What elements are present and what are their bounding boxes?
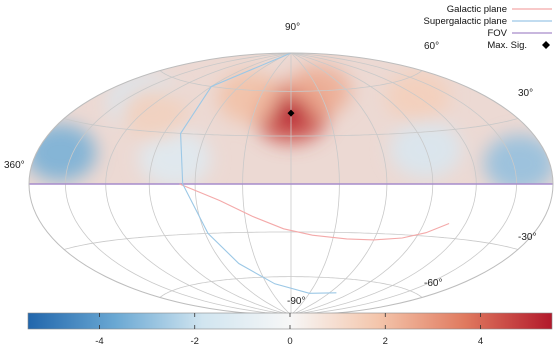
label-lat-neg60: -60° — [424, 278, 442, 289]
max-significance-marker — [287, 109, 295, 117]
colorbar-tick-label: 0 — [287, 336, 292, 347]
max-sig-diamond-icon — [287, 109, 295, 117]
significance-blob — [483, 134, 553, 184]
significance-blob — [217, 71, 282, 124]
colorbar-tick-label: 4 — [478, 336, 483, 347]
label-lat-neg90: -90° — [287, 296, 305, 307]
label-lat-90: 90° — [285, 22, 300, 33]
colorbar-tick-label: 2 — [383, 336, 388, 347]
label-lat-neg30: -30° — [518, 232, 536, 243]
significance-blob — [139, 129, 212, 184]
label-lon-360: 360° — [4, 160, 25, 171]
significance-blob — [121, 88, 186, 140]
legend: Galactic plane Supergalactic plane FOV M… — [424, 4, 552, 51]
galactic-plane-line — [179, 183, 450, 241]
supergalactic-plane-line — [180, 52, 337, 294]
legend-label-supergalactic: Supergalactic plane — [424, 16, 507, 27]
legend-label-galactic: Galactic plane — [447, 4, 507, 15]
legend-label-max-sig: Max. Sig. — [487, 40, 527, 51]
legend-label-fov: FOV — [487, 28, 507, 39]
colorbar-tick-label: -2 — [191, 336, 199, 347]
reference-planes — [29, 52, 553, 294]
colorbar: -4 -2 0 2 4 — [27, 312, 553, 347]
colorbar-tick-label: -4 — [95, 336, 103, 347]
label-lat-60: 60° — [424, 41, 439, 52]
label-lat-30: 30° — [518, 88, 533, 99]
legend-diamond-icon — [542, 41, 550, 49]
